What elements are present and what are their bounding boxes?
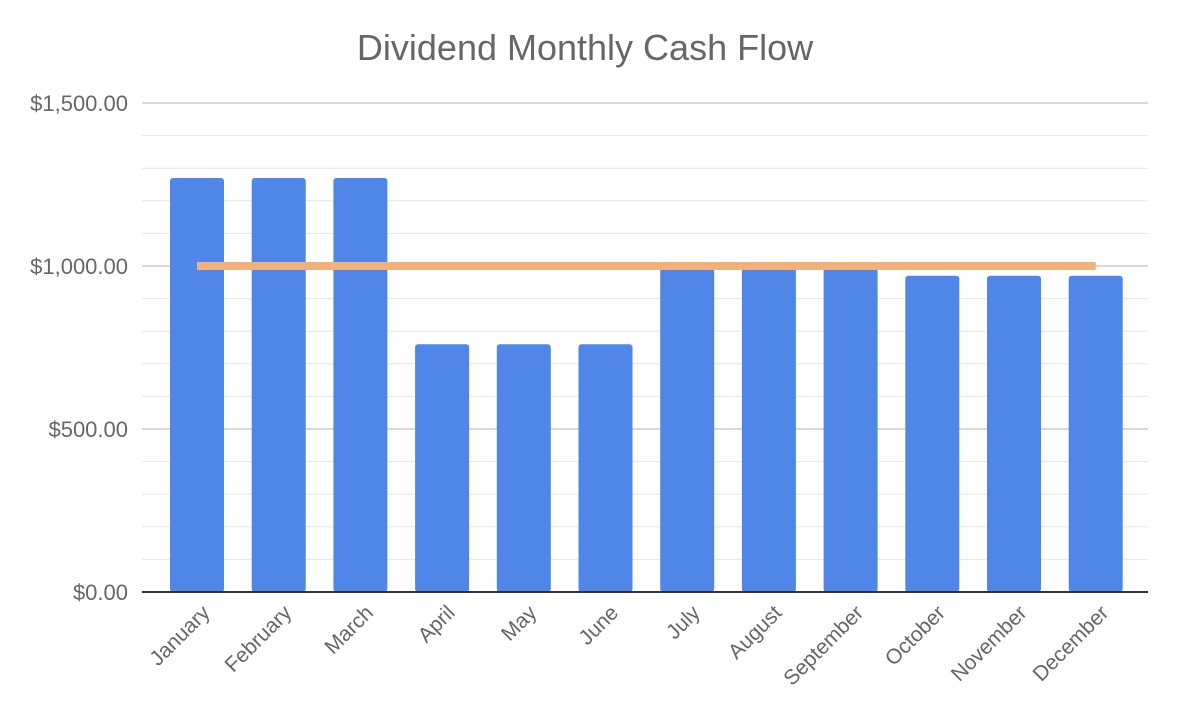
x-category-label: November [947,601,1032,686]
x-category-label: March [320,601,378,659]
x-category-label: January [145,601,214,670]
bar-april [415,344,470,592]
bar-august [741,266,796,592]
x-category-label: April [414,601,460,647]
x-category-label: February [221,601,297,677]
x-category-label: May [497,601,542,646]
bar-june [578,344,633,592]
bar-december [1068,275,1123,592]
y-tick-label: $500.00 [48,417,128,442]
x-category-label: August [724,601,787,664]
bar-october [905,275,960,592]
bar-november [987,275,1041,592]
y-axis-tick-labels: $0.00 $500.00 $1,000.00 $1,500.00 [30,91,128,605]
bar-september [823,266,878,592]
bar-may [496,344,551,592]
x-category-label: July [662,601,705,644]
bar-february [251,177,306,593]
gridlines [142,102,1148,560]
bar-march [333,177,388,593]
x-category-label: December [1028,601,1113,686]
bar-january [170,177,224,593]
bar-series [170,177,1123,593]
chart-title: Dividend Monthly Cash Flow [357,27,814,68]
x-category-label: September [779,601,868,690]
y-tick-label: $1,000.00 [30,254,128,279]
bar-july [660,266,715,592]
y-tick-label: $0.00 [73,580,128,605]
y-tick-label: $1,500.00 [30,91,128,116]
x-category-label: June [575,601,623,649]
x-axis-category-labels: January February March April May June July Augu… [145,601,1113,690]
x-category-label: October [881,601,950,670]
